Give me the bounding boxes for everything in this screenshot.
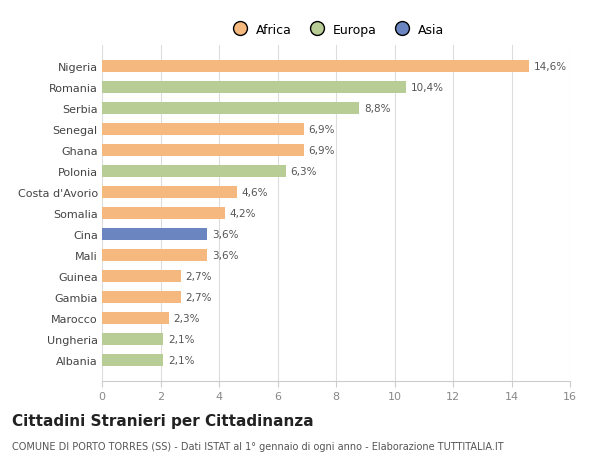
Text: 2,7%: 2,7%	[185, 292, 212, 302]
Text: 6,9%: 6,9%	[308, 125, 335, 134]
Bar	[102, 145, 304, 157]
Text: 8,8%: 8,8%	[364, 104, 390, 114]
Bar	[102, 270, 181, 282]
Text: 2,7%: 2,7%	[185, 271, 212, 281]
Text: 14,6%: 14,6%	[533, 62, 566, 72]
Bar	[102, 333, 163, 345]
Text: 6,9%: 6,9%	[308, 146, 335, 156]
Bar	[102, 354, 163, 366]
Bar	[102, 166, 286, 177]
Bar	[102, 207, 225, 219]
Text: 4,6%: 4,6%	[241, 188, 268, 197]
Bar	[102, 250, 208, 261]
Text: 2,3%: 2,3%	[173, 313, 200, 323]
Legend: Africa, Europa, Asia: Africa, Europa, Asia	[223, 19, 449, 42]
Text: 4,2%: 4,2%	[229, 208, 256, 218]
Text: 3,6%: 3,6%	[212, 230, 238, 239]
Bar	[102, 291, 181, 303]
Bar	[102, 124, 304, 135]
Text: 6,3%: 6,3%	[290, 167, 317, 177]
Text: 2,1%: 2,1%	[168, 355, 194, 365]
Text: 10,4%: 10,4%	[410, 83, 443, 93]
Text: 2,1%: 2,1%	[168, 334, 194, 344]
Text: 3,6%: 3,6%	[212, 250, 238, 260]
Bar	[102, 187, 236, 198]
Bar	[102, 61, 529, 73]
Text: Cittadini Stranieri per Cittadinanza: Cittadini Stranieri per Cittadinanza	[12, 413, 314, 428]
Bar	[102, 82, 406, 94]
Bar	[102, 313, 169, 324]
Bar	[102, 103, 359, 114]
Text: COMUNE DI PORTO TORRES (SS) - Dati ISTAT al 1° gennaio di ogni anno - Elaborazio: COMUNE DI PORTO TORRES (SS) - Dati ISTAT…	[12, 441, 503, 451]
Bar	[102, 229, 208, 240]
